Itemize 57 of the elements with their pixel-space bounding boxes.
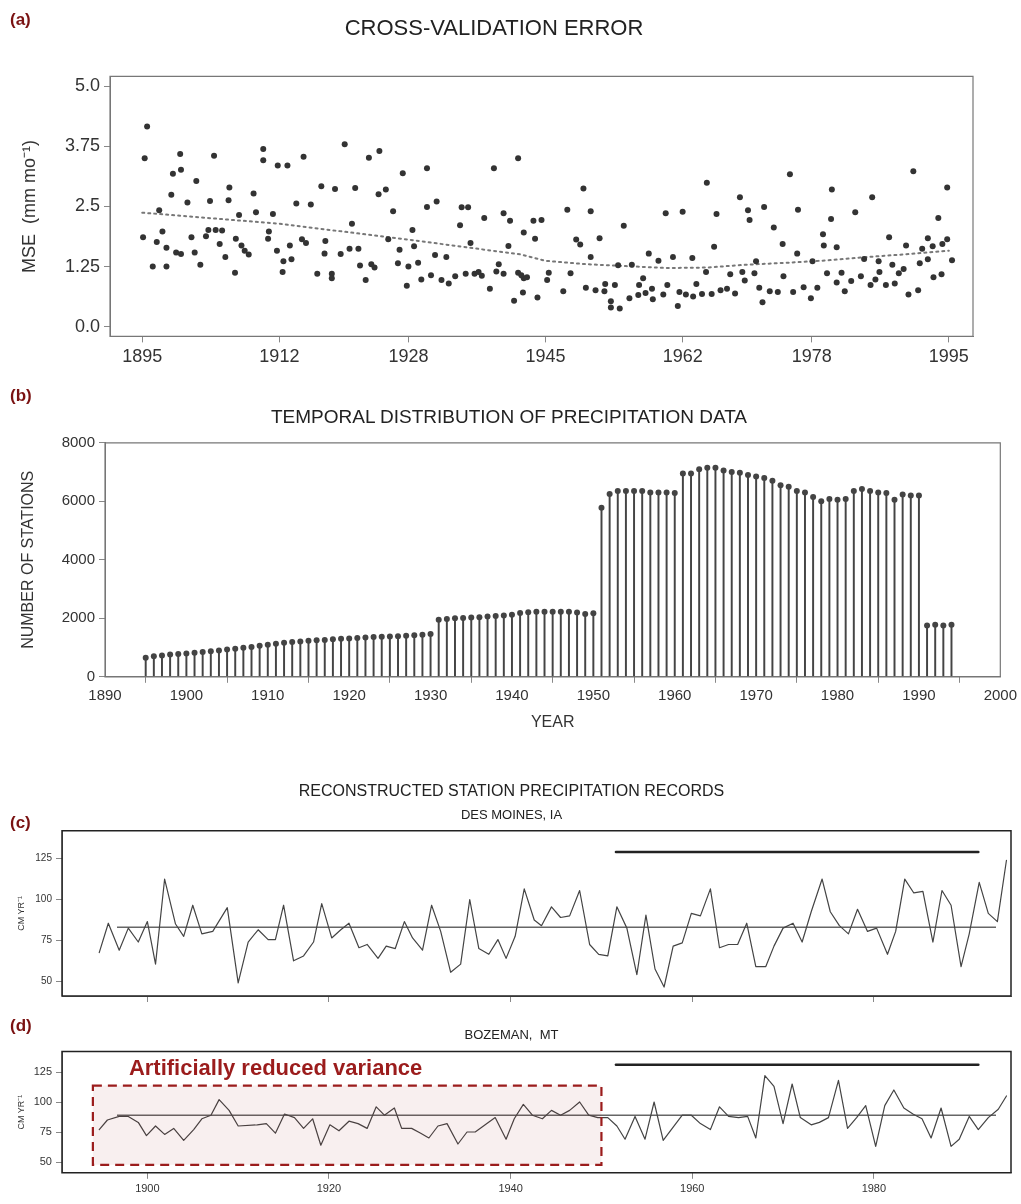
- chart-title: BOZEMAN, MT: [464, 1027, 559, 1043]
- y-tick-label: 0.0: [74, 315, 100, 336]
- text: (c): [10, 813, 31, 833]
- x-axis-title: YEAR: [530, 712, 575, 730]
- x-tick-label: 1960: [658, 685, 692, 703]
- x-tick-label: 1900: [135, 1182, 160, 1195]
- y-axis-title: CM YR⁻¹: [15, 1094, 26, 1130]
- x-tick-label: 1962: [662, 346, 703, 367]
- x-tick-label: 1980: [861, 1182, 887, 1195]
- y-tick-label: 4000: [61, 549, 95, 567]
- x-tick-label: 1940: [495, 685, 529, 703]
- x-tick-label: 1912: [259, 346, 300, 367]
- text: (b): [10, 386, 32, 406]
- y-tick-label: 50: [39, 1155, 52, 1168]
- x-tick-label: 1900: [169, 685, 204, 703]
- x-tick-label: 1928: [388, 346, 429, 367]
- x-tick-label: 1995: [928, 346, 969, 367]
- text: (a): [10, 10, 31, 30]
- y-axis-title: NUMBER OF STATIONS: [19, 470, 37, 649]
- y-tick-label: 75: [40, 934, 53, 946]
- y-tick-label: 100: [33, 1095, 52, 1108]
- y-tick-label: 100: [35, 893, 53, 905]
- y-tick-label: 1.25: [64, 255, 100, 276]
- x-tick-label: 1980: [820, 685, 855, 703]
- y-tick-label: 50: [40, 975, 53, 987]
- x-tick-label: 1890: [88, 685, 122, 703]
- x-tick-label: 1920: [332, 685, 366, 703]
- x-tick-label: 1990: [902, 685, 936, 703]
- y-tick-label: 2000: [61, 608, 95, 626]
- text: (d): [10, 1016, 32, 1036]
- y-tick-label: 2.5: [74, 195, 100, 216]
- y-tick-label: 3.75: [64, 135, 100, 156]
- x-tick-label: 1910: [251, 685, 285, 703]
- y-tick-label: 5.0: [74, 75, 100, 95]
- x-tick-label: 1895: [122, 346, 163, 367]
- y-tick-label: 75: [39, 1125, 52, 1138]
- x-tick-label: 1970: [739, 685, 773, 703]
- x-tick-label: 1930: [413, 685, 448, 703]
- x-tick-label: 1960: [680, 1182, 705, 1195]
- x-tick-label: 1978: [791, 346, 832, 367]
- x-tick-label: 1950: [576, 685, 611, 703]
- y-axis-title: MSE (mm mo⁻¹): [18, 139, 39, 273]
- x-tick-label: 1945: [525, 346, 566, 367]
- chart-title: CROSS-VALIDATION ERROR: [344, 15, 644, 41]
- y-tick-label: 125: [35, 852, 53, 864]
- x-tick-label: 2000: [983, 685, 1017, 703]
- chart-title: RECONSTRUCTED STATION PRECIPITATION RECORDS: [298, 782, 725, 800]
- y-axis-title: CM YR⁻¹: [15, 895, 26, 931]
- y-tick-label: 6000: [61, 491, 95, 509]
- y-tick-label: 8000: [61, 432, 95, 450]
- chart-subtitle: DES MOINES, IA: [460, 806, 563, 822]
- y-tick-label: 0: [86, 666, 95, 684]
- x-tick-label: 1920: [316, 1182, 342, 1195]
- y-tick-label: 125: [33, 1065, 52, 1078]
- band-label: Artificially reduced variance: [128, 1054, 423, 1080]
- chart-title: TEMPORAL DISTRIBUTION OF PRECIPITATION DATA: [270, 405, 748, 427]
- x-tick-label: 1940: [498, 1182, 523, 1195]
